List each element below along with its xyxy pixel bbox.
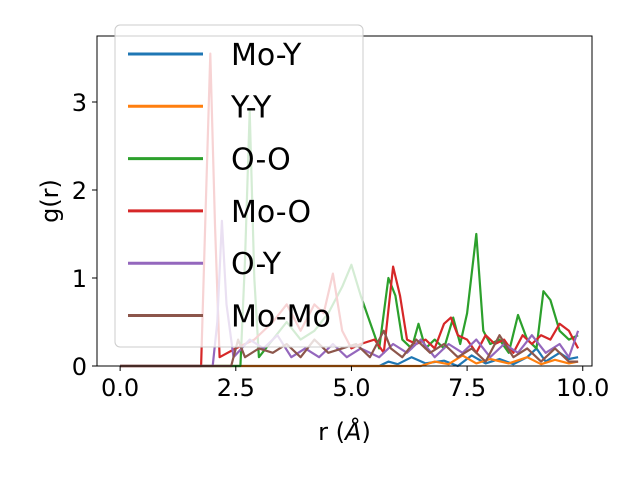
x-tick-label: 0.0 [101, 374, 139, 402]
y-tick-label: 1 [72, 265, 87, 293]
x-axis-label-close: ) [361, 418, 370, 446]
legend-label-o-y: O-Y [231, 247, 282, 282]
legend-label-y-y: Y-Y [230, 90, 272, 125]
legend-label-mo-y: Mo-Y [231, 38, 302, 73]
legend-label-o-o: O-O [231, 143, 291, 178]
x-axis-label-text: r ( [318, 418, 345, 446]
legend-label-mo-o: Mo-O [231, 195, 311, 230]
y-tick-label: 0 [72, 353, 87, 381]
x-tick-label: 7.5 [448, 374, 486, 402]
x-tick-label: 2.5 [217, 374, 255, 402]
x-tick-label: 10.0 [556, 374, 609, 402]
series-line-mo-y [120, 347, 579, 368]
axis-ticks: 0.0 2.5 5.0 7.5 10.0 0 1 2 3 [72, 89, 610, 402]
x-tick-label: 5.0 [332, 374, 370, 402]
x-axis-label-unit: Å [343, 417, 361, 446]
y-tick-label: 3 [72, 89, 87, 117]
y-axis-label: g(r) [36, 179, 64, 223]
x-axis-label: r (Å) [318, 417, 371, 446]
y-tick-label: 2 [72, 177, 87, 205]
series-line-y-y [120, 354, 579, 368]
legend: Mo-Y Y-Y O-O Mo-O O-Y Mo-Mo [114, 24, 364, 348]
series-line-mo-mo [120, 329, 579, 368]
legend-label-mo-mo: Mo-Mo [231, 300, 331, 335]
